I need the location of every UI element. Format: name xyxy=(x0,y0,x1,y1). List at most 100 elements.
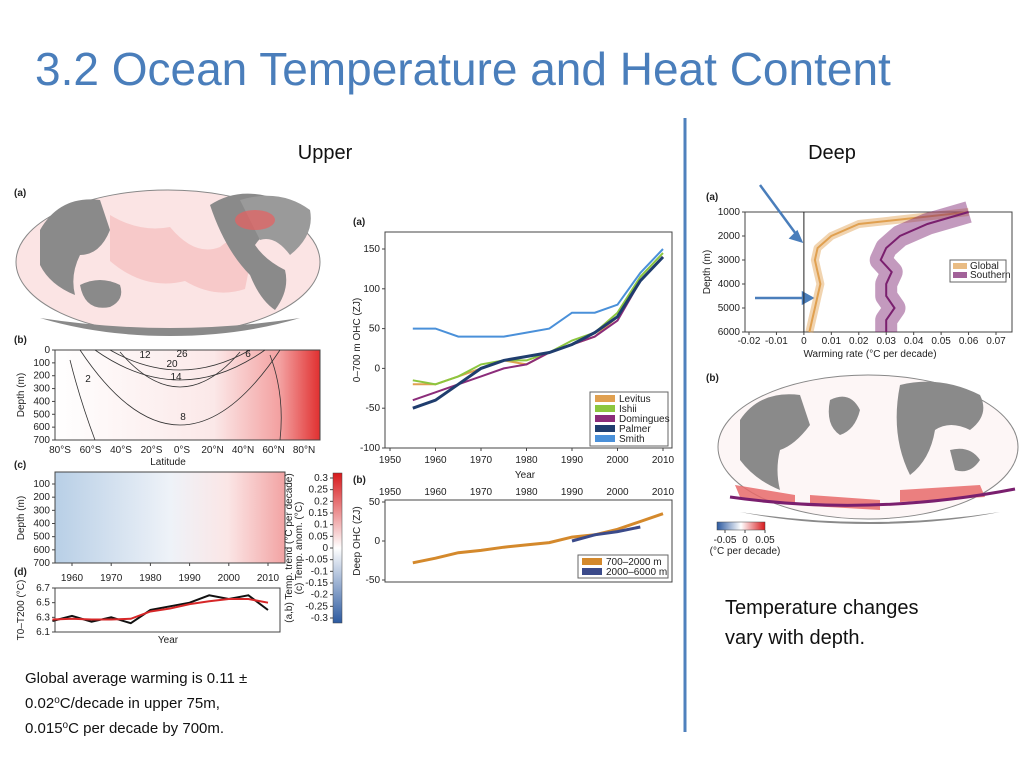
section-b xyxy=(54,349,321,441)
series-line xyxy=(412,248,664,338)
x-tick-label: 0.07 xyxy=(986,336,1006,347)
y-tick-label: 200 xyxy=(33,371,50,382)
colorbar-tick-label: -0.15 xyxy=(305,578,328,589)
legend-swatch xyxy=(582,568,602,575)
x-tick-label: 1990 xyxy=(561,455,584,466)
legend-label: Southern xyxy=(970,270,1011,281)
series-line xyxy=(571,525,641,543)
x-tick-label: 0.02 xyxy=(849,336,869,347)
panel-label: (a) xyxy=(706,192,718,203)
note-text: 0.015 xyxy=(25,720,63,737)
y-tick-label: 6.3 xyxy=(36,612,50,623)
x-tick-label: 0.04 xyxy=(904,336,924,347)
y-tick-label: 150 xyxy=(363,244,380,255)
colorbar-tick-label: 0.25 xyxy=(309,485,329,496)
legend-swatch xyxy=(595,425,615,432)
y-tick-label: 6000 xyxy=(718,327,741,338)
colorbar-tick-label: -0.1 xyxy=(311,566,329,577)
legend-label: Domingues xyxy=(619,414,670,425)
note-sup: o xyxy=(63,720,69,731)
x-tick-label: 1980 xyxy=(139,573,162,584)
contour-label: 12 xyxy=(139,350,151,361)
series-line xyxy=(412,252,664,386)
colorbar-tick-label: -0.3 xyxy=(311,613,329,624)
note-text: Global average warming is 0.11 ± xyxy=(25,670,247,687)
x-tick-label: 2000 xyxy=(606,487,629,498)
y-tick-label: 200 xyxy=(33,492,50,503)
y-tick-label: 100 xyxy=(33,479,50,490)
legend-swatch xyxy=(595,395,615,402)
x-tick-label: 1990 xyxy=(561,487,584,498)
y-tick-label: 5000 xyxy=(718,303,741,314)
note-upper-line: 0.015oC per decade by 700m. xyxy=(25,720,224,738)
contour-label: 6 xyxy=(245,349,251,360)
series-line xyxy=(879,211,969,332)
y-tick-label: 6.1 xyxy=(36,627,50,638)
legend-label: Smith xyxy=(619,434,645,445)
panel-label: (b) xyxy=(353,475,366,486)
legend-swatch xyxy=(595,415,615,422)
y-tick-label: 700 xyxy=(33,558,50,569)
note-deep: vary with depth. xyxy=(725,627,865,649)
colorbar-tick-label: -0.25 xyxy=(305,601,328,612)
axis-label: Year xyxy=(158,635,179,646)
y-tick-label: 4000 xyxy=(718,279,741,290)
x-tick-label: -0.01 xyxy=(765,336,788,347)
axis-label: (°C per decade) xyxy=(710,546,781,557)
colorbar-tick-label: -0.2 xyxy=(311,590,329,601)
deep-a-frame xyxy=(744,211,1013,333)
x-tick-label: 0 xyxy=(742,535,748,546)
contour-label: 8 xyxy=(180,412,186,423)
legend-label: 700–2000 m xyxy=(606,557,662,568)
panel-label: (b) xyxy=(14,335,27,346)
x-tick-label: 2000 xyxy=(606,455,629,466)
panel-label: (a) xyxy=(353,217,365,228)
legend-label: 2000–6000 m xyxy=(606,567,667,578)
note-deep: Temperature changes xyxy=(725,597,918,619)
legend-label: Ishii xyxy=(619,404,637,415)
colorbar-tick-label: 0.05 xyxy=(309,531,329,542)
heading-deep: Deep xyxy=(808,142,856,164)
x-tick-label: 80°S xyxy=(49,445,71,456)
x-tick-label: 20°N xyxy=(201,445,223,456)
deep-map xyxy=(717,374,1019,524)
y-tick-label: 3000 xyxy=(718,255,741,266)
x-tick-label: 60°N xyxy=(262,445,284,456)
upper-map xyxy=(15,189,321,336)
series-line xyxy=(412,255,665,410)
x-tick-label: 1970 xyxy=(470,455,493,466)
series-line xyxy=(52,598,269,621)
x-tick-label: 1970 xyxy=(470,487,493,498)
x-tick-label: 0.06 xyxy=(959,336,979,347)
colorbar xyxy=(332,472,343,624)
contour-label: 26 xyxy=(176,349,188,360)
legend-label: Palmer xyxy=(619,424,651,435)
contour-label: 14 xyxy=(170,372,182,383)
note-text: C per decade by 700m. xyxy=(68,720,224,737)
x-tick-label: 1980 xyxy=(515,487,538,498)
slide-title: 3.2 Ocean Temperature and Heat Content xyxy=(35,43,891,95)
axis-label: (a,b) Temp. trend (°C per decade) xyxy=(284,473,295,622)
axis-label: Depth (m) xyxy=(16,496,27,540)
y-tick-label: 0 xyxy=(44,345,50,356)
axis-label: Warming rate (°C per decade) xyxy=(803,349,936,360)
y-tick-label: 50 xyxy=(369,497,381,508)
y-tick-label: 6.7 xyxy=(36,583,50,594)
legend-swatch xyxy=(953,272,967,278)
y-tick-label: 600 xyxy=(33,422,50,433)
heading-upper: Upper xyxy=(298,142,353,164)
x-tick-label: 0 xyxy=(801,336,807,347)
note-upper-line: 0.02oC/decade in upper 75m, xyxy=(25,695,220,713)
x-tick-label: -0.05 xyxy=(714,535,737,546)
x-tick-label: 60°S xyxy=(80,445,102,456)
y-tick-label: 300 xyxy=(33,384,50,395)
x-tick-label: 2010 xyxy=(652,487,675,498)
colorbar-tick-label: 0 xyxy=(322,543,328,554)
x-tick-label: 0.01 xyxy=(822,336,842,347)
axis-label: T0–T200 (°C) xyxy=(16,580,27,641)
axis-label: (c) Temp. anom. (°C) xyxy=(294,502,305,595)
y-tick-label: 6.5 xyxy=(36,598,50,609)
series-line xyxy=(808,211,969,333)
y-tick-label: -50 xyxy=(366,575,381,586)
x-tick-label: 1970 xyxy=(100,573,123,584)
